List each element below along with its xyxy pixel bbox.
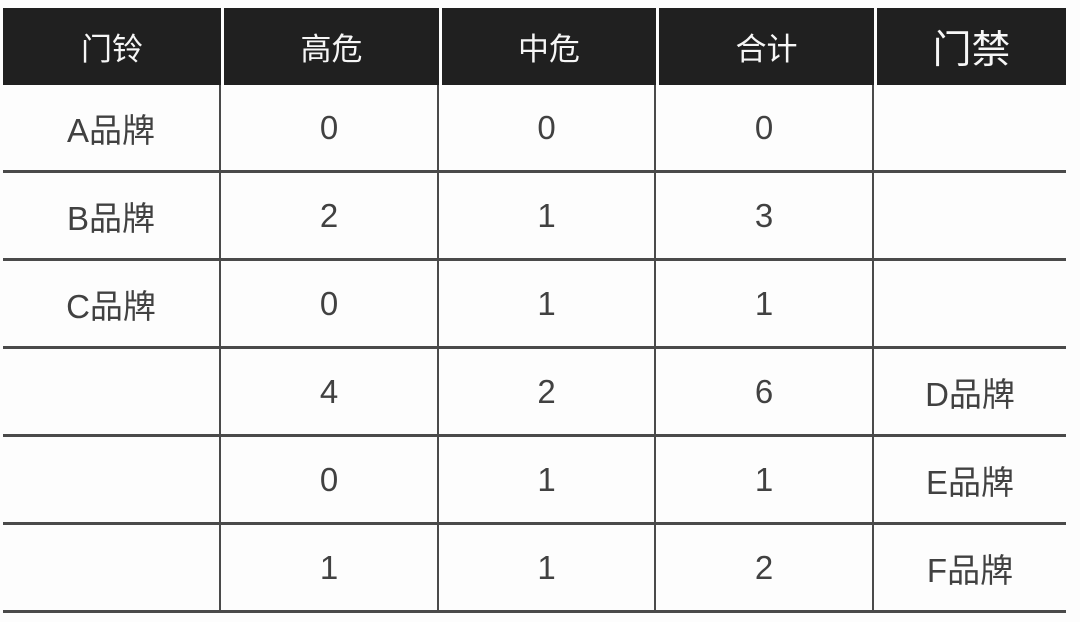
col-header-high-risk: 高危 [221, 8, 439, 85]
table-page: 门铃 高危 中危 合计 门禁 A品牌 0 0 0 B品牌 2 1 3 [0, 8, 1080, 622]
medium-risk-cell: 1 [439, 525, 656, 613]
high-risk-cell: 2 [221, 173, 439, 261]
col-header-medium-risk: 中危 [439, 8, 656, 85]
table-row: B品牌 2 1 3 [3, 173, 1066, 261]
table-row: 4 2 6 D品牌 [3, 349, 1066, 437]
table-row: A品牌 0 0 0 [3, 85, 1066, 173]
col-header-total: 合计 [656, 8, 874, 85]
total-cell: 3 [656, 173, 874, 261]
medium-risk-cell: 1 [439, 173, 656, 261]
brand-cell [3, 349, 221, 437]
medium-risk-cell: 0 [439, 85, 656, 173]
brand-cell: A品牌 [3, 85, 221, 173]
high-risk-cell: 0 [221, 261, 439, 349]
access-brand-cell [874, 261, 1066, 349]
access-brand-cell: D品牌 [874, 349, 1066, 437]
brand-cell: C品牌 [3, 261, 221, 349]
col-header-access-control: 门禁 [874, 8, 1066, 85]
medium-risk-cell: 2 [439, 349, 656, 437]
access-brand-cell: E品牌 [874, 437, 1066, 525]
table-row: 0 1 1 E品牌 [3, 437, 1066, 525]
total-cell: 2 [656, 525, 874, 613]
medium-risk-cell: 1 [439, 261, 656, 349]
total-cell: 6 [656, 349, 874, 437]
medium-risk-cell: 1 [439, 437, 656, 525]
access-brand-cell [874, 85, 1066, 173]
brand-risk-table: 门铃 高危 中危 合计 门禁 A品牌 0 0 0 B品牌 2 1 3 [3, 8, 1066, 613]
high-risk-cell: 0 [221, 437, 439, 525]
col-header-doorbell: 门铃 [3, 8, 221, 85]
brand-cell [3, 525, 221, 613]
brand-cell [3, 437, 221, 525]
total-cell: 1 [656, 261, 874, 349]
high-risk-cell: 4 [221, 349, 439, 437]
total-cell: 0 [656, 85, 874, 173]
access-brand-cell [874, 173, 1066, 261]
total-cell: 1 [656, 437, 874, 525]
header-row: 门铃 高危 中危 合计 门禁 [3, 8, 1066, 85]
table-row: C品牌 0 1 1 [3, 261, 1066, 349]
table-row: 1 1 2 F品牌 [3, 525, 1066, 613]
access-brand-cell: F品牌 [874, 525, 1066, 613]
brand-cell: B品牌 [3, 173, 221, 261]
high-risk-cell: 0 [221, 85, 439, 173]
high-risk-cell: 1 [221, 525, 439, 613]
